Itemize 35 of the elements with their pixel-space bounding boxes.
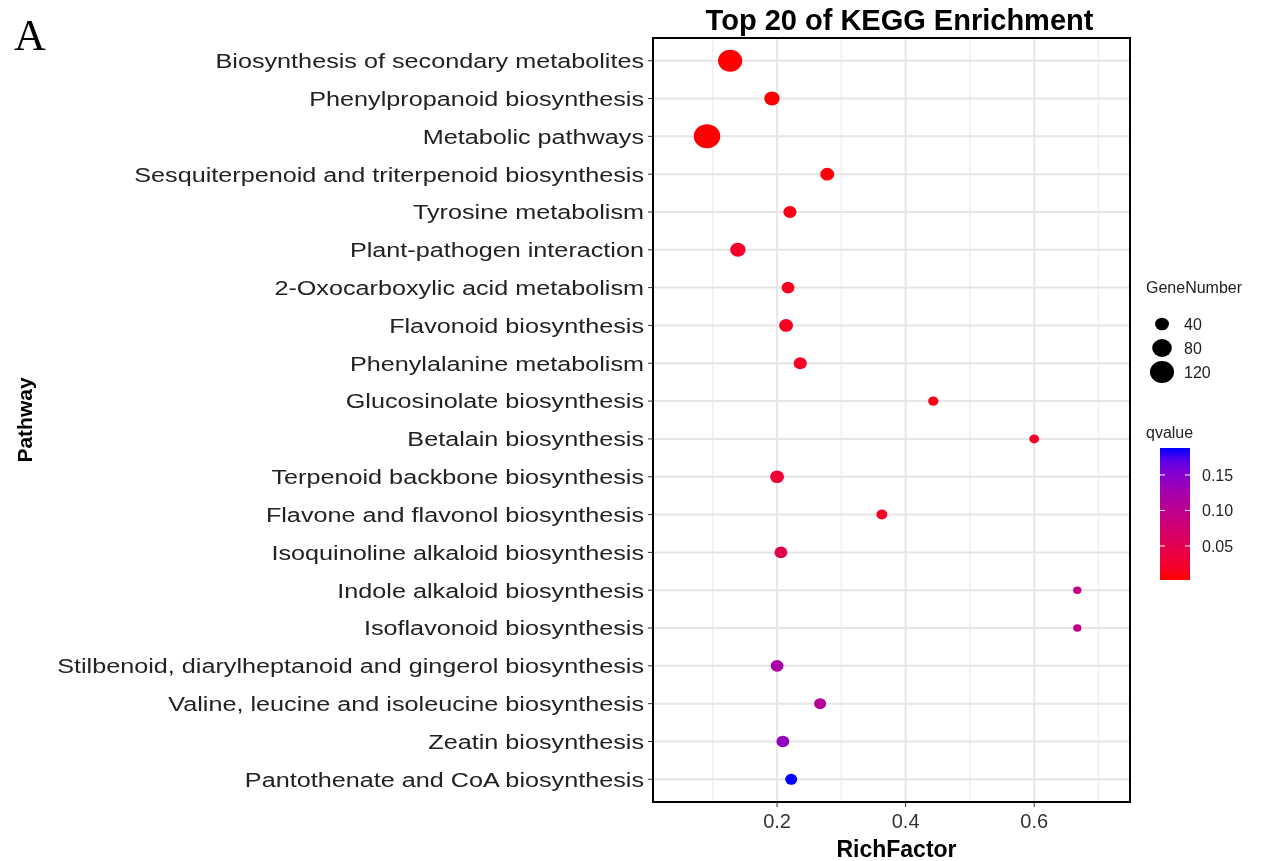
y-tick-label: Valine, leucine and isoleucine biosynthesis [168, 692, 644, 716]
y-tick-label: Plant-pathogen interaction [349, 238, 644, 262]
legend-label: 80 [1184, 339, 1202, 357]
color-bar-label: 0.15 [1202, 466, 1234, 484]
chart-title: Top 20 of KEGG Enrichment [705, 4, 1094, 36]
y-tick-label: Phenylpropanoid biosynthesis [309, 86, 644, 111]
y-tick-label: Indole alkaloid biosynthesis [337, 578, 644, 603]
y-tick-label: Zeatin biosynthesis [428, 729, 644, 754]
y-tick-label: Flavonoid biosynthesis [389, 313, 644, 338]
y-tick-label: Glucosinolate biosynthesis [345, 389, 644, 413]
x-tick-label: 0.2 [763, 810, 791, 832]
legend-title: GeneNumber [1146, 279, 1243, 296]
y-tick-label: Isoquinoline alkaloid biosynthesis [271, 540, 644, 565]
y-tick-label: Tyrosine metabolism [412, 200, 644, 224]
y-tick-label: 2-Oxocarboxylic acid metabolism [274, 275, 644, 300]
x-axis-title: RichFactor [836, 836, 957, 861]
legend-label: 120 [1184, 363, 1211, 381]
x-tick-label: 0.6 [1020, 810, 1049, 832]
y-tick-label: Biosynthesis of secondary metabolites [215, 49, 644, 73]
y-tick-label: Pantothenate and CoA biosynthesis [244, 767, 644, 792]
y-tick-label: Stilbenoid, diarylheptanoid and gingerol biosynthesis [57, 654, 644, 678]
y-tick-label: Terpenoid backbone biosynthesis [271, 465, 644, 489]
x-tick-label: 0.4 [891, 810, 920, 832]
y-tick-label: Flavone and flavonol biosynthesis [265, 502, 644, 527]
color-bar-title: qvalue [1146, 424, 1194, 441]
y-tick-label: Sesquiterpenoid and triterpenoid biosynthesis [134, 162, 644, 187]
y-tick-label: Metabolic pathways [422, 124, 644, 149]
color-bar-label: 0.10 [1202, 502, 1234, 520]
y-tick-label: Betalain biosynthesis [407, 427, 644, 451]
y-tick-label: Isoflavonoid biosynthesis [363, 616, 644, 640]
y-axis-title: Pathway [13, 377, 36, 463]
legend-label: 40 [1184, 315, 1202, 333]
y-tick-label: Phenylalanine metabolism [349, 351, 644, 376]
text: A [14, 11, 46, 60]
color-bar-label: 0.05 [1202, 537, 1234, 555]
